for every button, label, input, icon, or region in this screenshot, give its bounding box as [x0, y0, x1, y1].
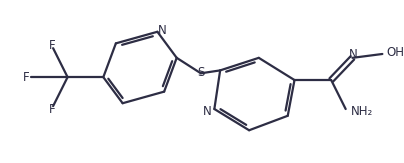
- Text: N: N: [158, 24, 166, 37]
- Text: F: F: [49, 103, 55, 116]
- Text: N: N: [349, 48, 358, 61]
- Text: OH: OH: [386, 45, 404, 59]
- Text: N: N: [203, 105, 212, 118]
- Text: S: S: [197, 66, 204, 79]
- Text: F: F: [23, 71, 29, 84]
- Text: NH₂: NH₂: [351, 105, 373, 118]
- Text: F: F: [49, 39, 55, 52]
